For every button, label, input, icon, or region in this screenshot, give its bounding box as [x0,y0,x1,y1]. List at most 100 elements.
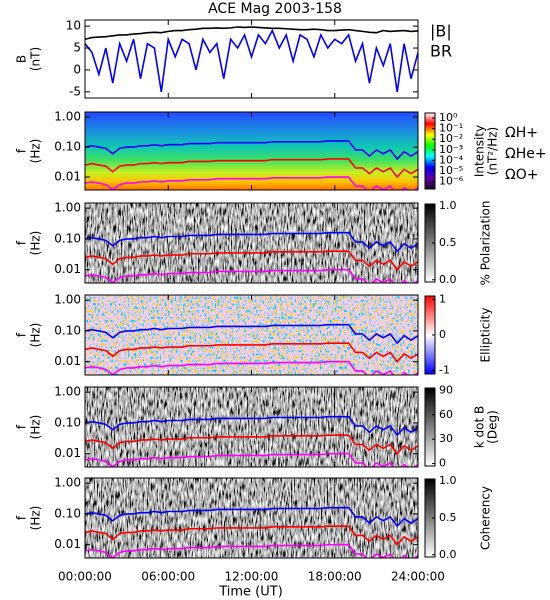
y-tick-label: -5 [69,84,81,98]
gyrofrequency-line [85,525,418,546]
plot-frame [84,294,419,376]
colorbar-tick-label: 1.0 [439,474,457,487]
colorbar-label: (Deg) [486,410,500,444]
y-axis-label: f [15,515,29,520]
gyrofrequency-line [85,268,418,283]
gyrofrequency-line [85,323,418,345]
legend-label: ΩH+ [505,125,538,141]
y-axis-label: f [15,148,29,153]
colorbar-tick-label: 0.0 [439,273,457,286]
x-tick-label: 24:00:00 [391,570,445,584]
colorbar-tick-label: 0.5 [439,236,457,249]
colorbar [424,387,436,467]
colorbar-tick-label: 10⁻¹ [439,122,463,135]
y-axis-label: (nT) [29,47,43,71]
spectrogram [85,387,418,467]
colorbar-tick-label: 30 [439,432,453,445]
plot-frame [84,202,419,284]
y-tick-label: 0.01 [54,262,81,276]
x-tick-label: 06:00:00 [141,570,195,584]
gyrofrequency-line [85,342,418,363]
spectrogram [85,295,418,375]
plot-frame [84,386,419,468]
gyrofrequency-line [85,452,418,467]
y-tick-label: 0.01 [54,446,81,460]
y-tick-label: 5 [73,41,81,55]
legend-label: ΩO+ [505,167,538,183]
y-tick-label: 1.00 [54,293,81,307]
y-tick-label: 1.00 [54,385,81,399]
y-tick-label: 0.10 [54,140,81,154]
legend-label: |B| [430,22,452,41]
gyrofrequency-line [85,543,418,558]
colorbar-tick-label: 1.0 [439,199,457,212]
y-tick-label: 1.00 [54,201,81,215]
colorbar-tick-label: 10⁰ [439,111,458,124]
gyrofrequency-line [85,360,418,375]
y-tick-label: 0.01 [54,537,81,551]
gyrofrequency-line [85,158,418,179]
y-tick-label: 0.10 [54,323,81,337]
legend-label: ΩHe+ [505,146,547,162]
y-tick-label: 0.01 [54,354,81,368]
gyrofrequency-line [85,140,418,161]
y-axis-label: (Hz) [29,415,43,440]
colorbar-tick-label: 0.0 [439,548,457,561]
colorbar-tick-label: 0 [439,457,446,470]
plot-frame [84,111,419,191]
y-tick-label: 0.10 [54,506,81,520]
colorbar-label: % Polarization [479,201,493,286]
y-axis-label: (Hz) [29,139,43,164]
x-tick-label: 18:00:00 [308,570,362,584]
chart-title: ACE Mag 2003-158 [208,1,342,17]
colorbar-label: Intensity [473,125,487,177]
colorbar-tick-label: 0 [439,328,446,341]
colorbar-tick-label: 10⁻⁵ [439,164,463,177]
colorbar-tick-label: 10⁻³ [439,143,463,156]
y-axis-label: B [15,55,29,63]
y-tick-label: 1.00 [54,110,81,124]
y-axis-label: f [15,332,29,337]
y-tick-label: 0.10 [54,415,81,429]
colorbar-tick-label: 10⁻² [439,132,463,145]
y-tick-label: 0 [73,62,81,76]
gyrofrequency-line [85,250,418,271]
colorbar-label: Coherency [479,486,493,550]
plot-frame [84,477,419,559]
gyrofrequency-line [85,506,418,528]
y-axis-label: f [15,424,29,429]
spectrogram [85,203,418,283]
y-tick-label: 1.00 [54,476,81,490]
colorbar-tick-label: -1 [439,363,450,376]
field-line [85,26,418,41]
colorbar-tick-label: 60 [439,408,453,421]
y-tick-label: 0.10 [54,231,81,245]
colorbar [424,112,436,190]
colorbar-label: k dot B [473,406,487,448]
y-tick-label: 0.01 [54,170,81,184]
gyrofrequency-line [85,434,418,455]
colorbar-tick-label: 10⁻⁶ [439,175,464,188]
x-tick-label: 12:00:00 [225,570,279,584]
colorbar-label: Ellipticity [479,308,493,363]
colorbar-label: (nT²/Hz) [486,127,500,175]
y-tick-label: 10 [66,19,81,33]
x-tick-label: 00:00:00 [58,570,112,584]
gyrofrequency-line [85,176,418,190]
y-axis-label: f [15,240,29,245]
x-axis-label: Time (UT) [218,585,283,600]
colorbar-tick-label: 0.5 [439,511,457,524]
gyrofrequency-line [85,231,418,253]
y-axis-label: (Hz) [29,506,43,531]
legend-label: BR [430,42,452,61]
plot-frame [84,19,419,99]
colorbar-tick-label: 90 [439,383,453,396]
colorbar-tick-label: 10⁻⁴ [439,153,464,166]
y-axis-label: (Hz) [29,323,43,348]
spectrogram [85,478,418,558]
y-axis-label: (Hz) [29,231,43,256]
field-line [85,28,418,92]
colorbar-tick-label: 1 [439,293,446,306]
gyrofrequency-line [85,415,418,437]
